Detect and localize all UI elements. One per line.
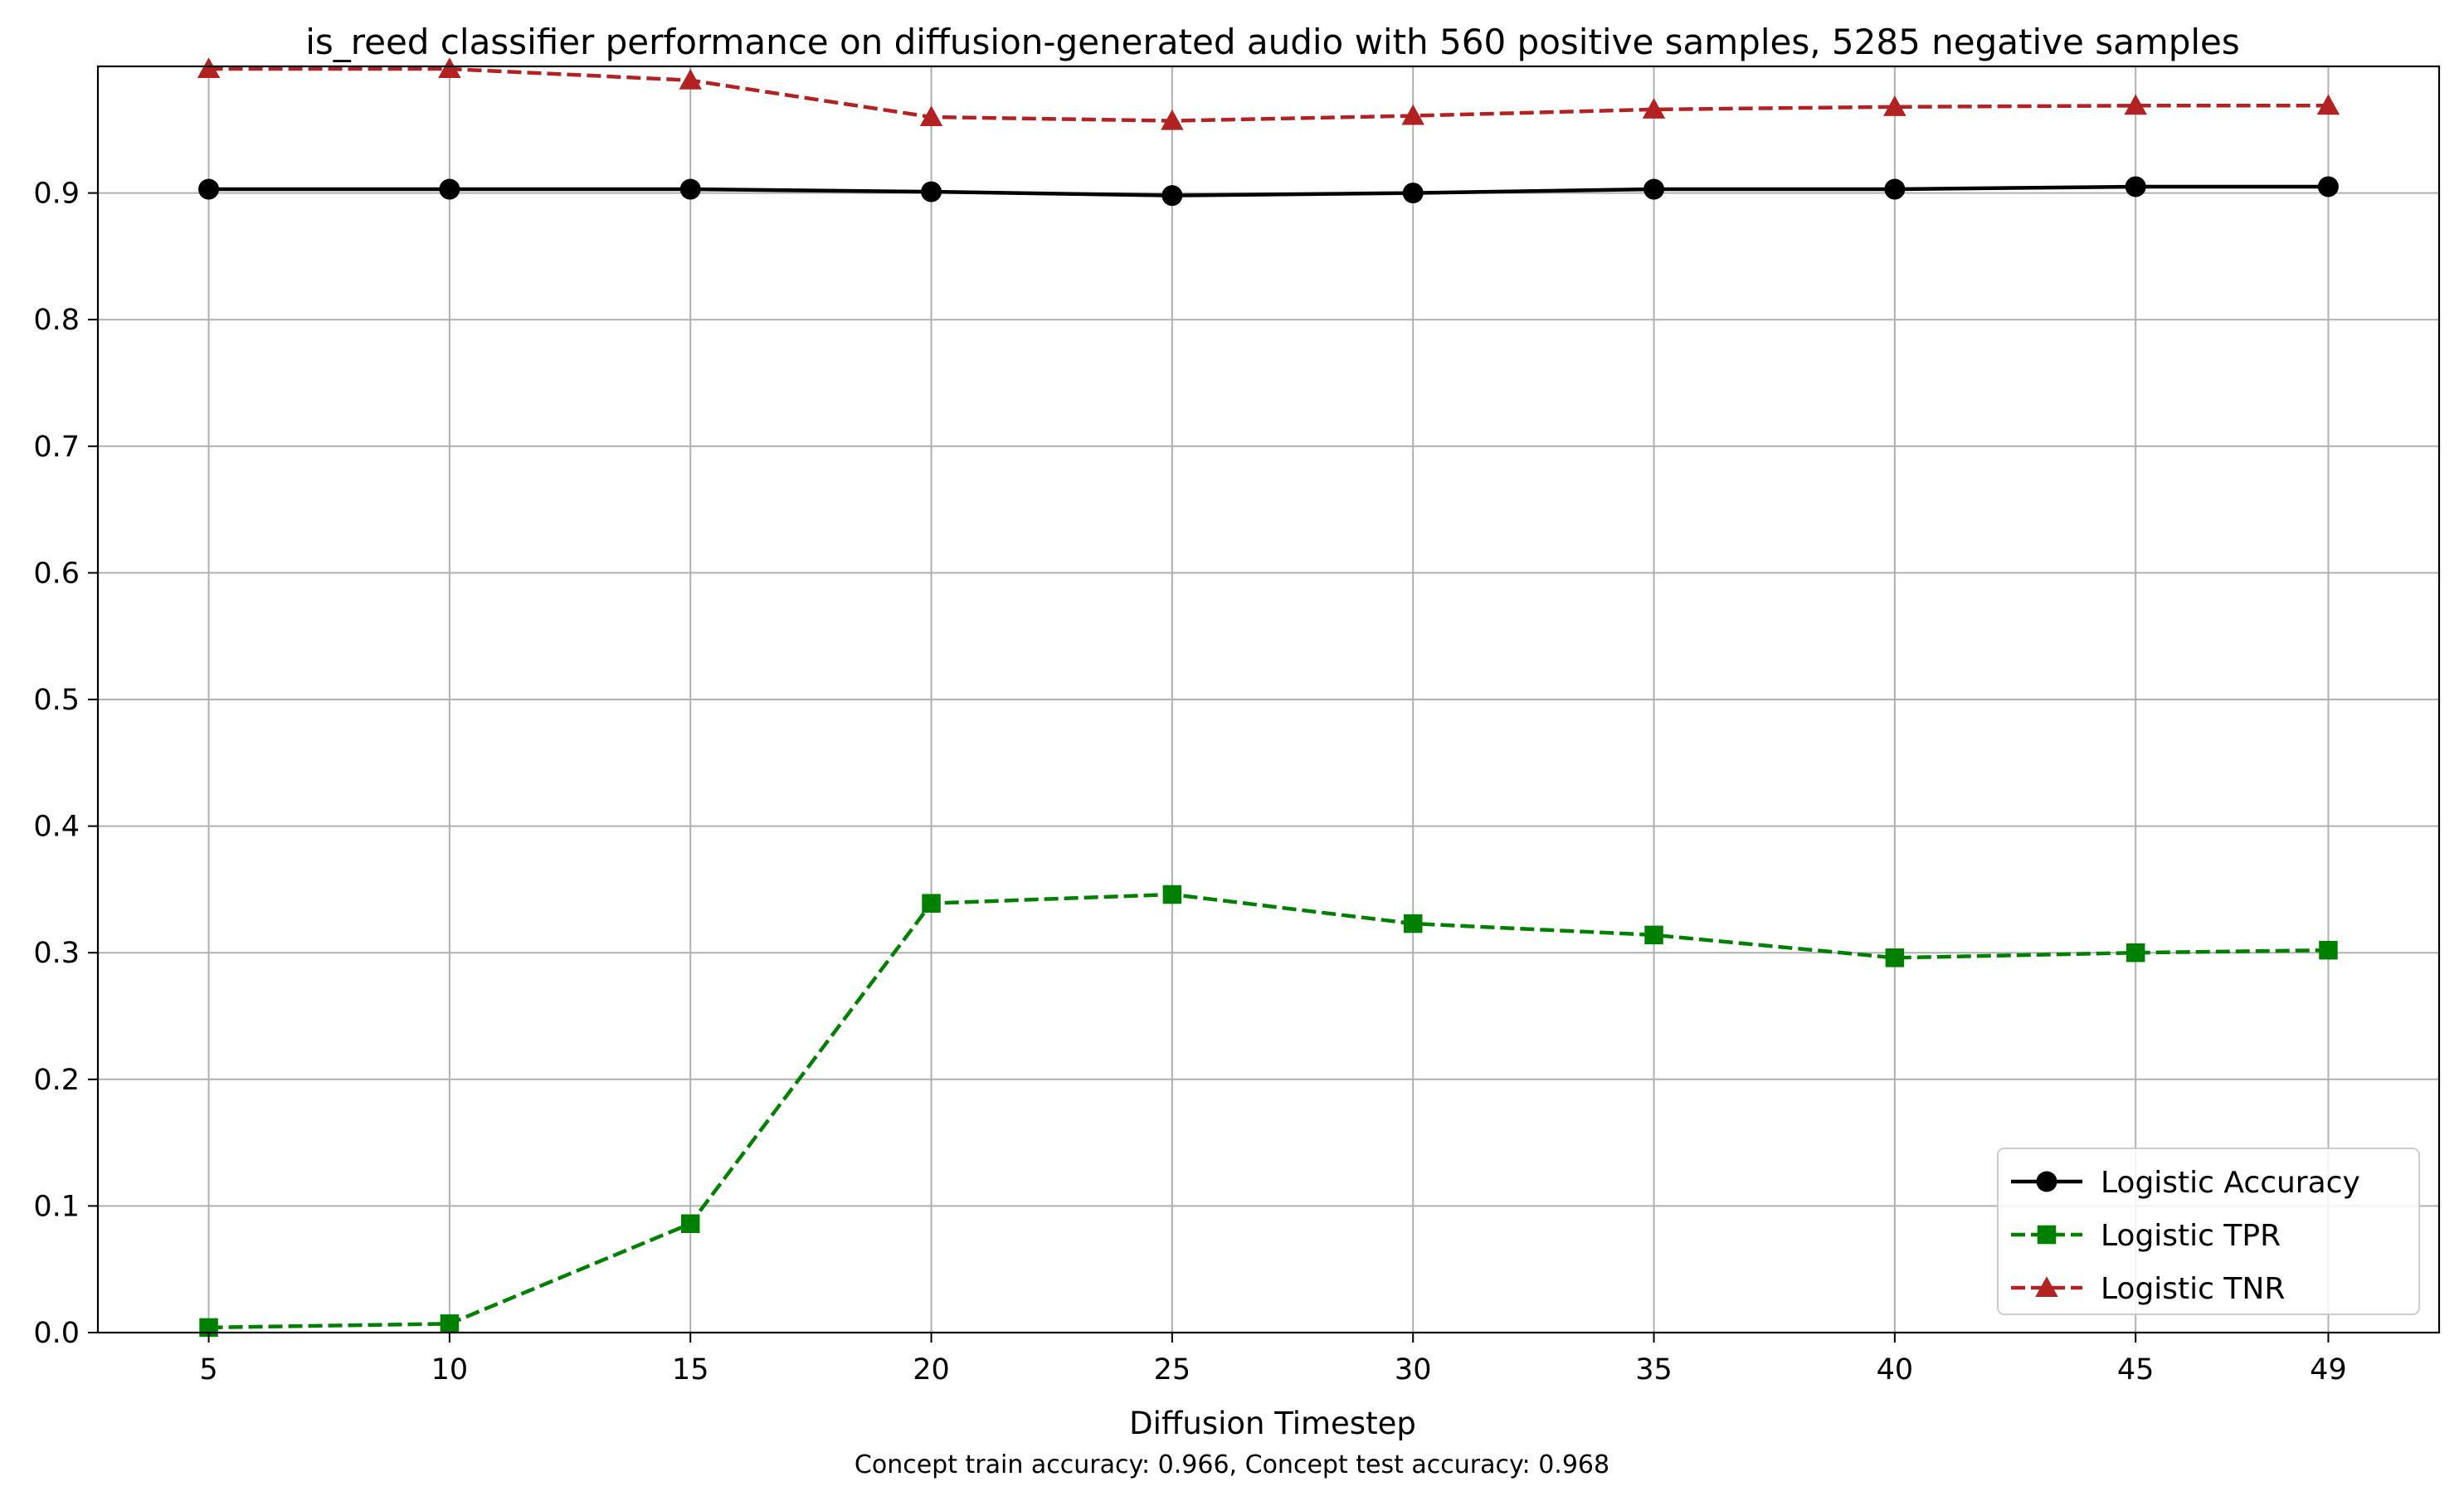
legend-box: [1997, 1148, 2420, 1315]
series-square: [199, 885, 2338, 1338]
y-tick-label: 0.1: [33, 1190, 80, 1223]
chart-footnote: Concept train accuracy: 0.966, Concept t…: [855, 1450, 1609, 1479]
data-point-circle: [921, 181, 942, 202]
x-tick-label: 25: [1154, 1353, 1191, 1387]
data-point-triangle: [2316, 94, 2340, 115]
data-point-triangle: [2124, 94, 2147, 115]
y-tick-label: 0.6: [33, 557, 80, 590]
axis-ticks: 5 10 15 20 25 30 35 40 45 49 0.0 0.1 0.2 0.3 0.4 0.5 0.6…: [33, 178, 2346, 1387]
data-point-triangle: [438, 57, 461, 79]
data-point-square: [680, 1214, 700, 1234]
x-tick-label: 35: [1635, 1353, 1673, 1387]
data-point-triangle: [919, 105, 943, 127]
data-point-triangle: [1401, 104, 1424, 125]
data-point-square: [440, 1314, 460, 1333]
legend-label: Logistic TPR: [2101, 1219, 2281, 1253]
legend-label: Logistic Accuracy: [2101, 1166, 2360, 1200]
data-point-circle: [2125, 176, 2146, 197]
y-tick-label: 0.7: [33, 431, 80, 464]
legend-marker-square: [2037, 1225, 2057, 1245]
data-point-square: [1885, 948, 1905, 967]
data-point-triangle: [1883, 95, 1906, 116]
y-tick-label: 0.4: [33, 811, 80, 844]
x-tick-label: 49: [2310, 1353, 2347, 1387]
data-point-circle: [439, 178, 460, 200]
data-point-square: [1162, 885, 1182, 904]
data-point-square: [1403, 914, 1423, 933]
series-triangle: [197, 57, 2340, 130]
y-tick-label: 0.3: [33, 937, 80, 970]
data-point-triangle: [197, 57, 221, 79]
series-layer: [197, 57, 2340, 1338]
y-tick-label: 0.0: [33, 1317, 80, 1350]
x-tick-label: 10: [431, 1353, 469, 1387]
data-point-square: [922, 894, 941, 913]
y-tick-label: 0.5: [33, 684, 80, 717]
x-tick-label: 45: [2117, 1353, 2155, 1387]
data-point-circle: [1161, 185, 1183, 207]
y-tick-label: 0.8: [33, 304, 80, 337]
data-point-square: [1644, 925, 1663, 945]
data-point-square: [2319, 940, 2338, 960]
data-point-triangle: [679, 69, 702, 90]
legend-marker-circle: [2036, 1171, 2057, 1192]
legend-entry: Logistic TPR: [2011, 1219, 2281, 1253]
x-tick-label: 30: [1395, 1353, 1432, 1387]
legend-entry: Logistic Accuracy: [2011, 1166, 2360, 1200]
data-point-circle: [2317, 176, 2339, 197]
y-tick-label: 0.2: [33, 1064, 80, 1097]
data-point-circle: [1884, 178, 1906, 200]
x-axis-label: Diffusion Timestep: [1129, 1406, 1416, 1441]
legend-entry: Logistic TNR: [2011, 1272, 2285, 1306]
series-line: [208, 892, 2329, 1330]
data-point-square: [2126, 943, 2145, 963]
legend: Logistic Accuracy Logistic TPR Logistic TN…: [1997, 1148, 2420, 1315]
x-tick-label: 15: [672, 1353, 709, 1387]
data-point-circle: [1643, 178, 1665, 200]
data-point-circle: [1402, 183, 1424, 204]
data-point-triangle: [1161, 109, 1184, 130]
data-point-triangle: [1642, 98, 1666, 119]
legend-label: Logistic TNR: [2101, 1272, 2285, 1306]
data-point-circle: [198, 178, 220, 200]
series-circle: [198, 176, 2339, 207]
x-tick-label: 5: [199, 1353, 217, 1387]
chart-title: is_reed classifier performance on diffus…: [305, 22, 2240, 62]
legend-marker-triangle: [2035, 1276, 2058, 1297]
y-tick-label: 0.9: [33, 178, 80, 211]
series-line: [208, 66, 2329, 123]
data-point-circle: [679, 178, 701, 200]
series-line: [208, 184, 2329, 197]
x-tick-label: 40: [1877, 1353, 1914, 1387]
x-tick-label: 20: [913, 1353, 950, 1387]
